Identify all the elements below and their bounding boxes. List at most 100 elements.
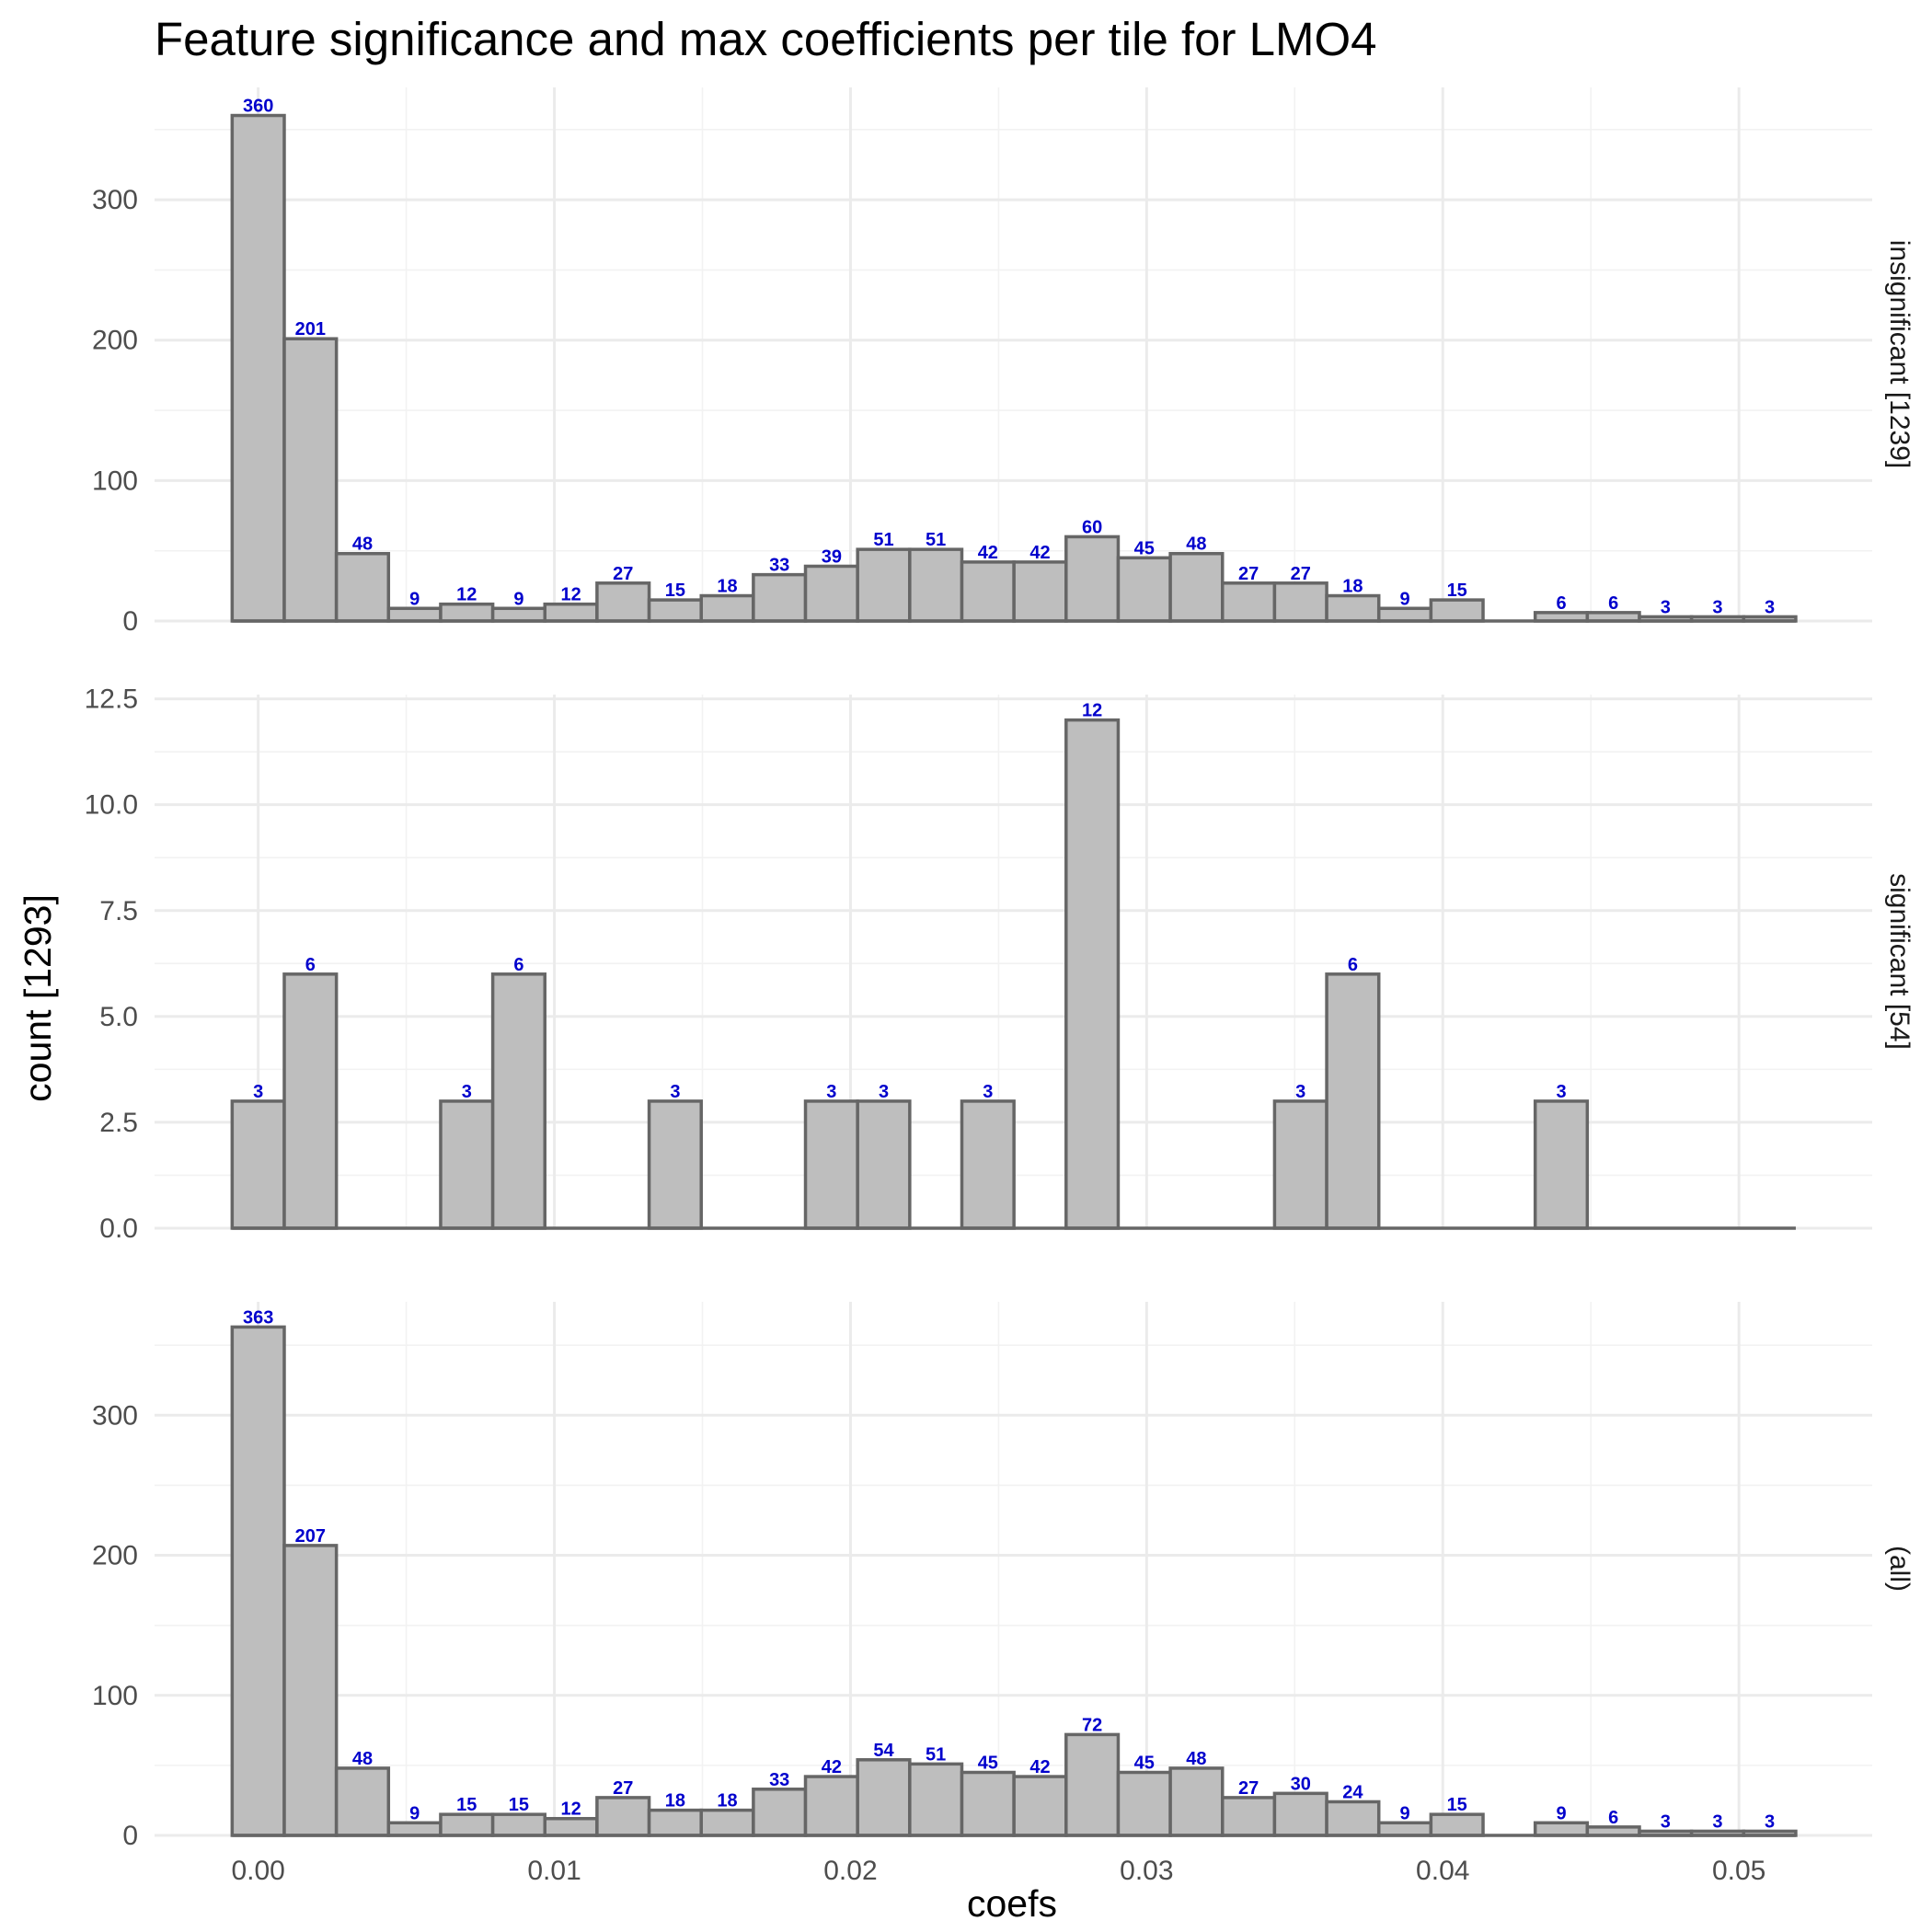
x-axis-title: coefs: [967, 1882, 1057, 1925]
histogram-bar: [595, 1796, 651, 1837]
bar-count-label: 39: [822, 546, 842, 567]
y-tick-label: 300: [92, 185, 138, 215]
histogram-bar: [908, 547, 964, 623]
bar-count-label: 201: [295, 319, 326, 339]
bar-count-label: 51: [926, 1744, 946, 1765]
bar-count-label: 42: [978, 543, 998, 563]
histogram-bar: [856, 547, 912, 623]
bar-count-label: 9: [1399, 589, 1409, 609]
bar-count-label: 51: [873, 530, 893, 550]
histogram-bar: [439, 1812, 495, 1837]
histogram-bar: [908, 1762, 964, 1837]
y-tick-label: 100: [92, 466, 138, 496]
histogram-bar: [282, 337, 339, 623]
histogram-bar: [282, 972, 339, 1230]
bar-count-label: 18: [1342, 577, 1363, 597]
bar-count-label: 12: [1082, 701, 1102, 721]
bar-count-label: 72: [1082, 1715, 1102, 1735]
bar-count-label: 45: [1134, 538, 1155, 558]
histogram-bar: [282, 1544, 339, 1837]
bar-count-label: 6: [305, 955, 316, 975]
y-tick-label: 7.5: [99, 896, 138, 926]
histogram-bar: [960, 1099, 1016, 1230]
bar-count-label: 6: [1608, 593, 1618, 614]
histogram-bar: [856, 1758, 912, 1837]
histogram-bar: [1325, 972, 1381, 1230]
bar-count-label: 18: [717, 1791, 737, 1811]
bar-count-label: 360: [243, 97, 273, 117]
histogram-bar: [439, 602, 495, 623]
facet-strip-label: (all): [1884, 1546, 1915, 1592]
histogram-bar: [595, 581, 651, 623]
bar-count-label: 54: [873, 1741, 894, 1761]
histogram-bar: [1325, 593, 1381, 623]
bar-count-label: 48: [1186, 535, 1206, 555]
histogram-bar: [386, 606, 443, 623]
histogram-bar: [1221, 581, 1277, 623]
y-tick-label: 200: [92, 1541, 138, 1571]
bar-count-label: 33: [769, 556, 789, 576]
bar-count-label: 6: [1608, 1808, 1618, 1828]
bar-count-label: 12: [560, 585, 581, 605]
y-tick-label: 5.0: [99, 1002, 138, 1032]
histogram-bar: [803, 564, 859, 623]
y-tick-label: 100: [92, 1681, 138, 1711]
facet-strip-label: insignificant [1239]: [1884, 240, 1915, 469]
histogram-bar: [803, 1099, 859, 1230]
histogram-bar: [752, 1788, 808, 1837]
chart-title: Feature significance and max coefficient…: [155, 13, 1377, 65]
histogram-bar: [334, 1766, 391, 1837]
bar-count-label: 9: [1399, 1803, 1409, 1823]
bar-count-label: 363: [243, 1307, 273, 1328]
histogram-bar: [699, 593, 755, 623]
bar-count-label: 48: [352, 1749, 373, 1769]
histogram-bar: [1116, 1770, 1172, 1837]
bar-count-label: 60: [1082, 517, 1102, 537]
bar-count-label: 3: [1556, 1082, 1566, 1102]
y-tick-label: 300: [92, 1400, 138, 1431]
histogram-bar: [1116, 556, 1172, 623]
histogram-bar: [1221, 1796, 1277, 1837]
histogram-bar: [803, 1775, 859, 1837]
bar-count-label: 45: [978, 1753, 998, 1773]
histogram-bar: [490, 972, 547, 1230]
bar-count-label: 12: [560, 1800, 581, 1820]
histogram-bar: [1012, 1775, 1068, 1837]
bar-count-label: 3: [826, 1082, 836, 1102]
bar-count-label: 207: [295, 1526, 326, 1547]
y-tick-label: 10.0: [85, 790, 138, 821]
bar-count-label: 27: [1238, 564, 1259, 584]
bar-count-label: 15: [1447, 1795, 1467, 1815]
y-axis-title: count [1293]: [17, 894, 59, 1102]
histogram-bar: [1376, 606, 1433, 623]
bar-count-label: 27: [1291, 564, 1311, 584]
histogram-bar: [1012, 560, 1068, 623]
bar-count-label: 45: [1134, 1753, 1155, 1773]
histogram-bar: [960, 1770, 1016, 1837]
histogram-bar: [490, 606, 547, 623]
bar-count-label: 3: [983, 1082, 993, 1102]
histogram-bar: [960, 560, 1016, 623]
histogram-bar: [752, 572, 808, 623]
histogram-bar: [1064, 535, 1121, 623]
x-tick-label: 0.03: [1120, 1856, 1173, 1886]
histogram-bar: [439, 1099, 495, 1230]
bar-count-label: 48: [352, 535, 373, 555]
bar-count-label: 27: [613, 564, 633, 584]
x-axis-ticks: 0.00 0.01 0.02 0.03 0.04 0.05: [231, 1856, 1765, 1886]
histogram-bar: [1168, 551, 1225, 623]
bar-count-label: 51: [926, 530, 946, 550]
histogram-bar: [230, 1099, 286, 1230]
bar-count-label: 42: [822, 1757, 842, 1777]
bar-count-label: 6: [513, 955, 523, 975]
y-tick-label: 200: [92, 326, 138, 356]
bar-count-label: 3: [1712, 597, 1722, 617]
facet-strip-label: significant [54]: [1884, 873, 1915, 1050]
bar-count-label: 33: [769, 1770, 789, 1790]
histogram-bar: [1533, 1821, 1590, 1837]
histogram-bar: [230, 1325, 286, 1837]
histogram-bar: [490, 1812, 547, 1837]
y-tick-label: 2.5: [99, 1108, 138, 1138]
histogram-bar: [1064, 718, 1121, 1230]
histogram-bar: [1325, 1800, 1381, 1837]
